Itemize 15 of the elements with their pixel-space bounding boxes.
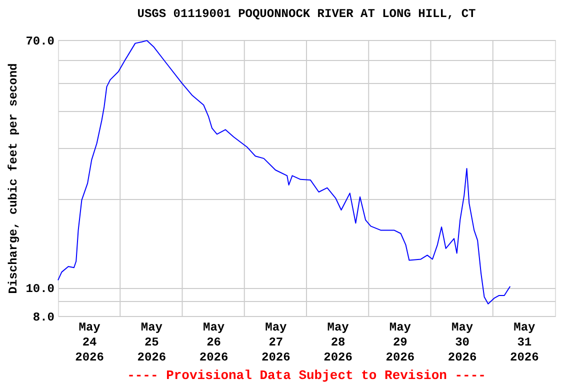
y-axis-title: Discharge, cubic feet per second bbox=[6, 63, 21, 294]
y-tick-label: 10.0 bbox=[26, 282, 54, 296]
text: ---- Provisional Data Subject to Revision ---- bbox=[127, 368, 486, 383]
chart-title: USGS 01119001 POQUONNOCK RIVER AT LONG HILL, CT bbox=[137, 7, 476, 21]
y-tick-label: 70.0 bbox=[26, 34, 54, 48]
x-tick-label: May 29 2026 bbox=[386, 320, 415, 364]
x-tick-label: May 28 2026 bbox=[324, 320, 352, 364]
x-tick-label: May 27 2026 bbox=[262, 320, 290, 364]
x-tick-label: May 25 2026 bbox=[137, 320, 166, 364]
x-tick-label: May 26 2026 bbox=[199, 320, 228, 364]
x-tick-label: May 24 2026 bbox=[75, 320, 104, 364]
line-series bbox=[58, 40, 511, 304]
y-tick-label: 8.0 bbox=[32, 310, 54, 324]
x-tick-label: May 31 2026 bbox=[510, 320, 539, 364]
x-tick-label: May 30 2026 bbox=[448, 320, 477, 364]
